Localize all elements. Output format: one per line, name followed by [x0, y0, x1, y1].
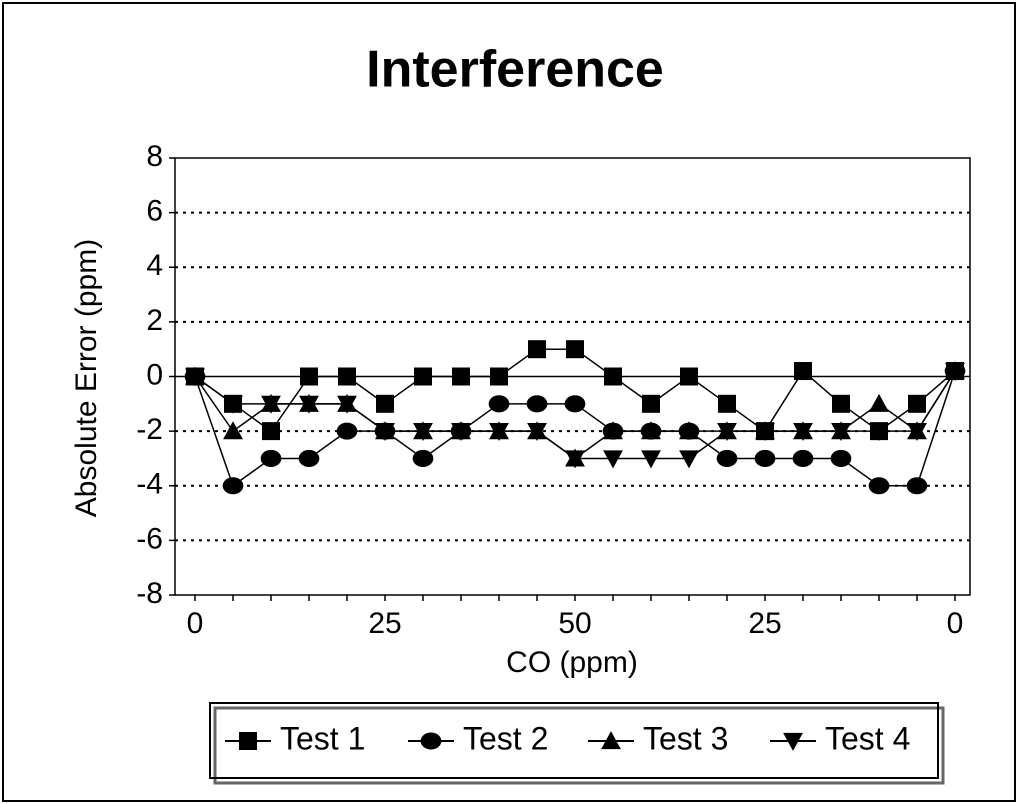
marker: [185, 368, 205, 387]
marker: [642, 394, 660, 413]
legend-box: [209, 702, 939, 779]
marker: [412, 449, 434, 467]
y-tick-label: 4: [146, 249, 163, 282]
marker: [793, 423, 813, 442]
marker: [260, 449, 282, 467]
x-tick-label: 0: [187, 607, 204, 640]
x-tick-label: 25: [368, 607, 401, 640]
y-tick-label: -6: [136, 522, 163, 555]
marker: [945, 362, 965, 381]
marker: [679, 450, 699, 469]
x-tick-label: 0: [947, 607, 964, 640]
marker: [755, 423, 775, 442]
marker: [336, 422, 358, 440]
marker: [489, 423, 509, 442]
y-tick-label: -2: [136, 413, 163, 446]
marker: [716, 449, 738, 467]
marker: [239, 732, 257, 750]
marker: [564, 395, 586, 413]
marker: [792, 449, 814, 467]
marker: [451, 423, 471, 442]
marker: [603, 421, 623, 440]
marker: [299, 395, 319, 414]
marker: [566, 340, 584, 359]
legend-shadow: [213, 706, 945, 785]
marker: [906, 477, 928, 495]
y-tick-label: 0: [146, 358, 163, 391]
marker: [490, 367, 508, 386]
marker: [337, 395, 357, 414]
y-tick-label: 8: [146, 140, 163, 173]
legend-label: Test 3: [643, 720, 728, 756]
marker: [908, 394, 926, 413]
marker: [641, 450, 661, 469]
marker: [223, 421, 243, 440]
marker: [830, 449, 852, 467]
x-axis-label: CO (ppm): [506, 646, 638, 679]
marker: [223, 395, 243, 414]
marker: [718, 394, 736, 413]
marker: [420, 732, 442, 750]
marker: [565, 450, 585, 469]
marker: [601, 731, 621, 750]
marker: [298, 449, 320, 467]
marker: [869, 423, 889, 442]
marker: [680, 367, 698, 386]
y-tick-label: 6: [146, 195, 163, 228]
marker: [641, 421, 661, 440]
legend-label: Test 2: [463, 720, 548, 756]
marker: [488, 395, 510, 413]
chart-title: Interference: [366, 41, 664, 99]
marker: [604, 367, 622, 386]
legend-label: Test 1: [280, 720, 365, 756]
x-tick-label: 25: [748, 607, 781, 640]
marker: [376, 394, 394, 413]
marker: [338, 367, 356, 386]
marker: [261, 395, 281, 414]
marker: [528, 340, 546, 359]
marker: [869, 393, 889, 412]
marker: [679, 421, 699, 440]
legend-label: Test 4: [825, 720, 910, 756]
y-tick-label: -8: [136, 577, 163, 610]
marker: [452, 367, 470, 386]
marker: [754, 449, 776, 467]
marker: [832, 394, 850, 413]
marker: [603, 450, 623, 469]
marker: [526, 395, 548, 413]
y-tick-label: -4: [136, 468, 163, 501]
marker: [783, 732, 803, 751]
marker: [300, 367, 318, 386]
y-tick-label: 2: [146, 304, 163, 337]
marker: [375, 423, 395, 442]
marker: [262, 422, 280, 441]
marker: [222, 477, 244, 495]
x-tick-label: 50: [558, 607, 591, 640]
marker: [717, 423, 737, 442]
marker: [414, 367, 432, 386]
marker: [831, 423, 851, 442]
y-axis-label: Absolute Error (ppm): [70, 239, 103, 517]
marker: [794, 362, 812, 381]
marker: [413, 423, 433, 442]
marker: [907, 423, 927, 442]
marker: [868, 477, 890, 495]
marker: [527, 423, 547, 442]
